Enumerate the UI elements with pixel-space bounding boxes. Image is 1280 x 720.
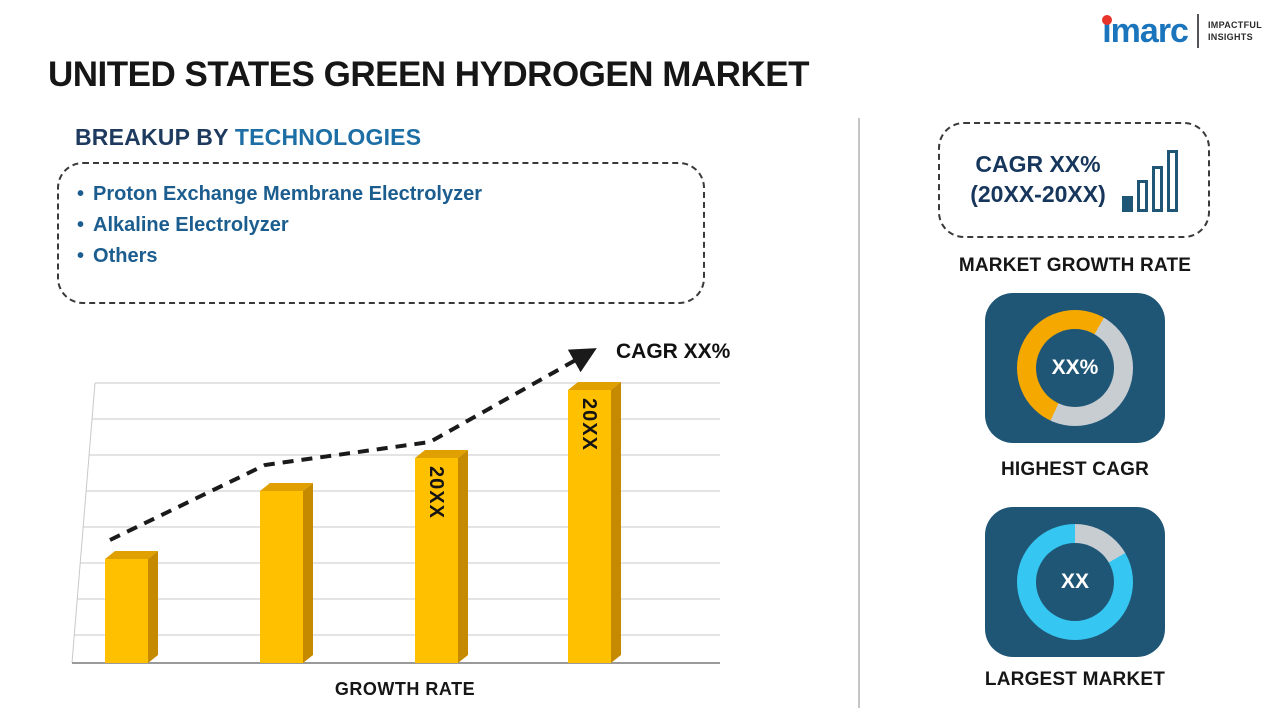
cagr-trend-arrow [109,348,597,542]
bar-label-20xx: 20XX [425,466,447,519]
bar-chart-icon-bar [1136,180,1148,212]
list-item-label: Others [93,245,158,267]
market-growth-rate-box: CAGR XX% (20XX-20XX) [938,122,1210,238]
chart-gridlines [71,382,720,664]
largest-market-label: LARGEST MARKET [984,669,1166,690]
bar [568,390,611,663]
donut-hole: XX [1036,543,1114,621]
imarc-logo-red-dot-icon [1102,15,1113,25]
logo-tagline-line2: INSIGHTS [1207,32,1253,42]
list-item-label: Alkaline Electrolyzer [93,214,289,236]
cagr-annotation: CAGR XX% [616,340,731,363]
bar [105,559,148,663]
x-axis-label: GROWTH RATE [334,679,476,699]
imarc-logo-wordmark: imarc [1102,12,1189,50]
bar [415,450,468,458]
breakup-heading: BREAKUP BY TECHNOLOGIES [75,124,421,151]
list-item: • Others [77,241,703,272]
growth-bar-chart [55,345,755,670]
breakup-technologies-box: • Proton Exchange Membrane Electrolyzer •… [57,162,705,304]
largest-market-value: XX [1060,570,1089,593]
market-growth-rate-label: MARKET GROWTH RATE [958,255,1192,276]
growth-box-text: CAGR XX% (20XX-20XX) [970,150,1106,210]
bar-chart-icon-bar [1121,196,1133,212]
logo-divider [1196,14,1199,48]
bar-chart-icon-bar [1166,150,1178,212]
bar [148,551,158,663]
highest-cagr-tile: XX% [985,293,1165,443]
bar-chart-canvas [71,348,720,664]
bar-series [105,382,621,663]
donut-hole: XX% [1036,329,1114,407]
list-item: • Alkaline Electrolyzer [77,210,703,241]
list-item: • Proton Exchange Membrane Electrolyzer [77,179,703,210]
vertical-divider [858,118,860,708]
bar [105,551,158,559]
imarc-logo: imarc IMPACTFUL INSIGHTS [1102,14,1262,48]
highest-cagr-value: XX% [1051,356,1099,379]
bar [260,483,313,491]
bar [415,458,458,663]
bullet-icon: • [77,183,85,205]
bar-label-20xx: 20XX [578,398,600,451]
breakup-heading-prefix: BREAKUP BY [75,124,229,150]
growth-box-cagr: CAGR XX% [975,151,1101,178]
bar-chart-icon-bar [1151,166,1163,212]
logo-tagline: IMPACTFUL INSIGHTS [1208,19,1262,43]
growth-box-years: (20XX-20XX) [970,181,1106,207]
bullet-icon: • [77,245,85,267]
technologies-list: • Proton Exchange Membrane Electrolyzer •… [77,179,703,272]
bullet-icon: • [77,214,85,236]
highest-cagr-donut-icon: XX% [1017,310,1133,426]
imarc-logo-text: imarc [1102,12,1189,50]
bar [303,483,313,663]
logo-tagline-line1: IMPACTFUL [1207,19,1262,30]
list-item-label: Proton Exchange Membrane Electrolyzer [93,183,483,205]
largest-market-donut-icon: XX [1017,524,1133,640]
breakup-heading-highlight: TECHNOLOGIES [234,124,422,150]
bar [611,382,621,663]
bar [458,450,468,663]
bar [260,491,303,663]
largest-market-tile: XX [985,507,1165,657]
highest-cagr-label: HIGHEST CAGR [1000,459,1150,480]
bar-chart-icon [1121,148,1178,212]
bar [568,382,621,390]
page-title: UNITED STATES GREEN HYDROGEN MARKET [48,55,809,94]
